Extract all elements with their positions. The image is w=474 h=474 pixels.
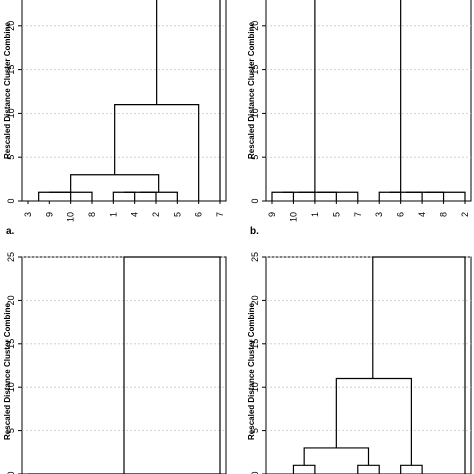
dendrogram-link (124, 191, 157, 201)
leaf-label: 9 (44, 212, 54, 217)
dendrogram-link (271, 191, 295, 201)
y-tick-label: 10 (250, 108, 260, 118)
leaf-label: 3 (23, 212, 33, 217)
leaf-label: 7 (353, 212, 363, 217)
y-axis-label: Rescaled Distance Cluster Combine (247, 302, 256, 439)
y-axis-label: Rescaled Distance Cluster Combine (3, 21, 12, 158)
leaf-label: 1 (310, 212, 320, 217)
dendrogram-link (112, 191, 136, 201)
y-tick-label: 20 (6, 295, 16, 305)
chart-panel-4: 0 5 10 15 20 25 Rescaled Distance Cluster Comb… (247, 252, 472, 474)
dendrogram-link (156, 0, 221, 201)
leaf-label: 10 (66, 212, 76, 222)
y-tick-label: 20 (250, 295, 260, 305)
leaf-label: 7 (215, 212, 225, 217)
y-tick-label: 20 (250, 21, 260, 31)
y-tick-label: 0 (250, 198, 260, 203)
y-tick-label: 0 (6, 198, 16, 203)
leaf-label: 9 (267, 212, 277, 217)
leaf-label: 1 (108, 212, 118, 217)
leaf-label: 6 (396, 212, 406, 217)
y-axis-label: Rescaled Distance Cluster Combine (247, 21, 256, 158)
dendrogram-link (38, 191, 72, 201)
y-tick-label: 0 (6, 471, 16, 474)
y-tick-label: 15 (250, 339, 260, 349)
leaf-label: 10 (288, 212, 298, 222)
dendrogram-link (298, 191, 337, 201)
dendrogram-link (70, 174, 160, 193)
y-tick-label: 5 (250, 428, 260, 433)
dendrogram-link (400, 464, 423, 474)
dendrogram-link (314, 0, 402, 193)
chart-panel-3: 0 5 10 15 20 25 Rescaled Distance Cluster Comb… (3, 252, 227, 474)
dendrogram-link (292, 464, 316, 474)
dendrogram-link (303, 447, 370, 466)
y-tick-label: 15 (250, 65, 260, 75)
leaf-label: 8 (87, 212, 97, 217)
dendrogram-link (114, 104, 200, 201)
leaf-label: 4 (130, 212, 140, 217)
y-tick-label: 5 (6, 428, 16, 433)
y-tick-label: 15 (6, 339, 16, 349)
dendrogram-link (140, 191, 178, 201)
y-tick-label: 10 (6, 108, 16, 118)
panel-label: b. (250, 226, 259, 237)
y-tick-label: 20 (6, 21, 16, 31)
y-tick-label: 10 (250, 382, 260, 392)
leaf-label: 5 (172, 212, 182, 217)
dendrogram-link (378, 191, 402, 201)
dendrogram-link (372, 256, 466, 474)
panel-label: a. (6, 226, 15, 237)
y-tick-label: 25 (250, 252, 260, 262)
dendrogram-link (49, 191, 93, 201)
leaf-label: 2 (151, 212, 161, 217)
y-tick-label: 0 (250, 471, 260, 474)
leaf-label: 4 (417, 212, 427, 217)
plot-frame (265, 0, 472, 202)
y-tick-label: 5 (250, 155, 260, 160)
y-tick-label: 15 (6, 65, 16, 75)
leaf-label: 3 (374, 212, 384, 217)
dendrogram-link (389, 191, 423, 201)
dendrogram-link (335, 377, 412, 466)
dendrogram-link (406, 191, 445, 201)
y-tick-label: 25 (6, 252, 16, 262)
y-tick-label: 10 (6, 382, 16, 392)
dendrogram-link (317, 191, 359, 201)
leaf-label: 2 (460, 212, 470, 217)
leaf-label: 8 (439, 212, 449, 217)
dendrogram-link (357, 464, 380, 474)
plot-frame (265, 256, 472, 474)
dendrogram-link (282, 191, 316, 201)
y-tick-label: 5 (6, 155, 16, 160)
dendrogram-link (123, 256, 221, 474)
y-axis-label: Rescaled Distance Cluster Combine (3, 302, 12, 439)
dendrogram-link (424, 191, 466, 201)
leaf-label: 6 (194, 212, 204, 217)
plot-frame (21, 0, 227, 202)
leaf-label: 5 (331, 212, 341, 217)
